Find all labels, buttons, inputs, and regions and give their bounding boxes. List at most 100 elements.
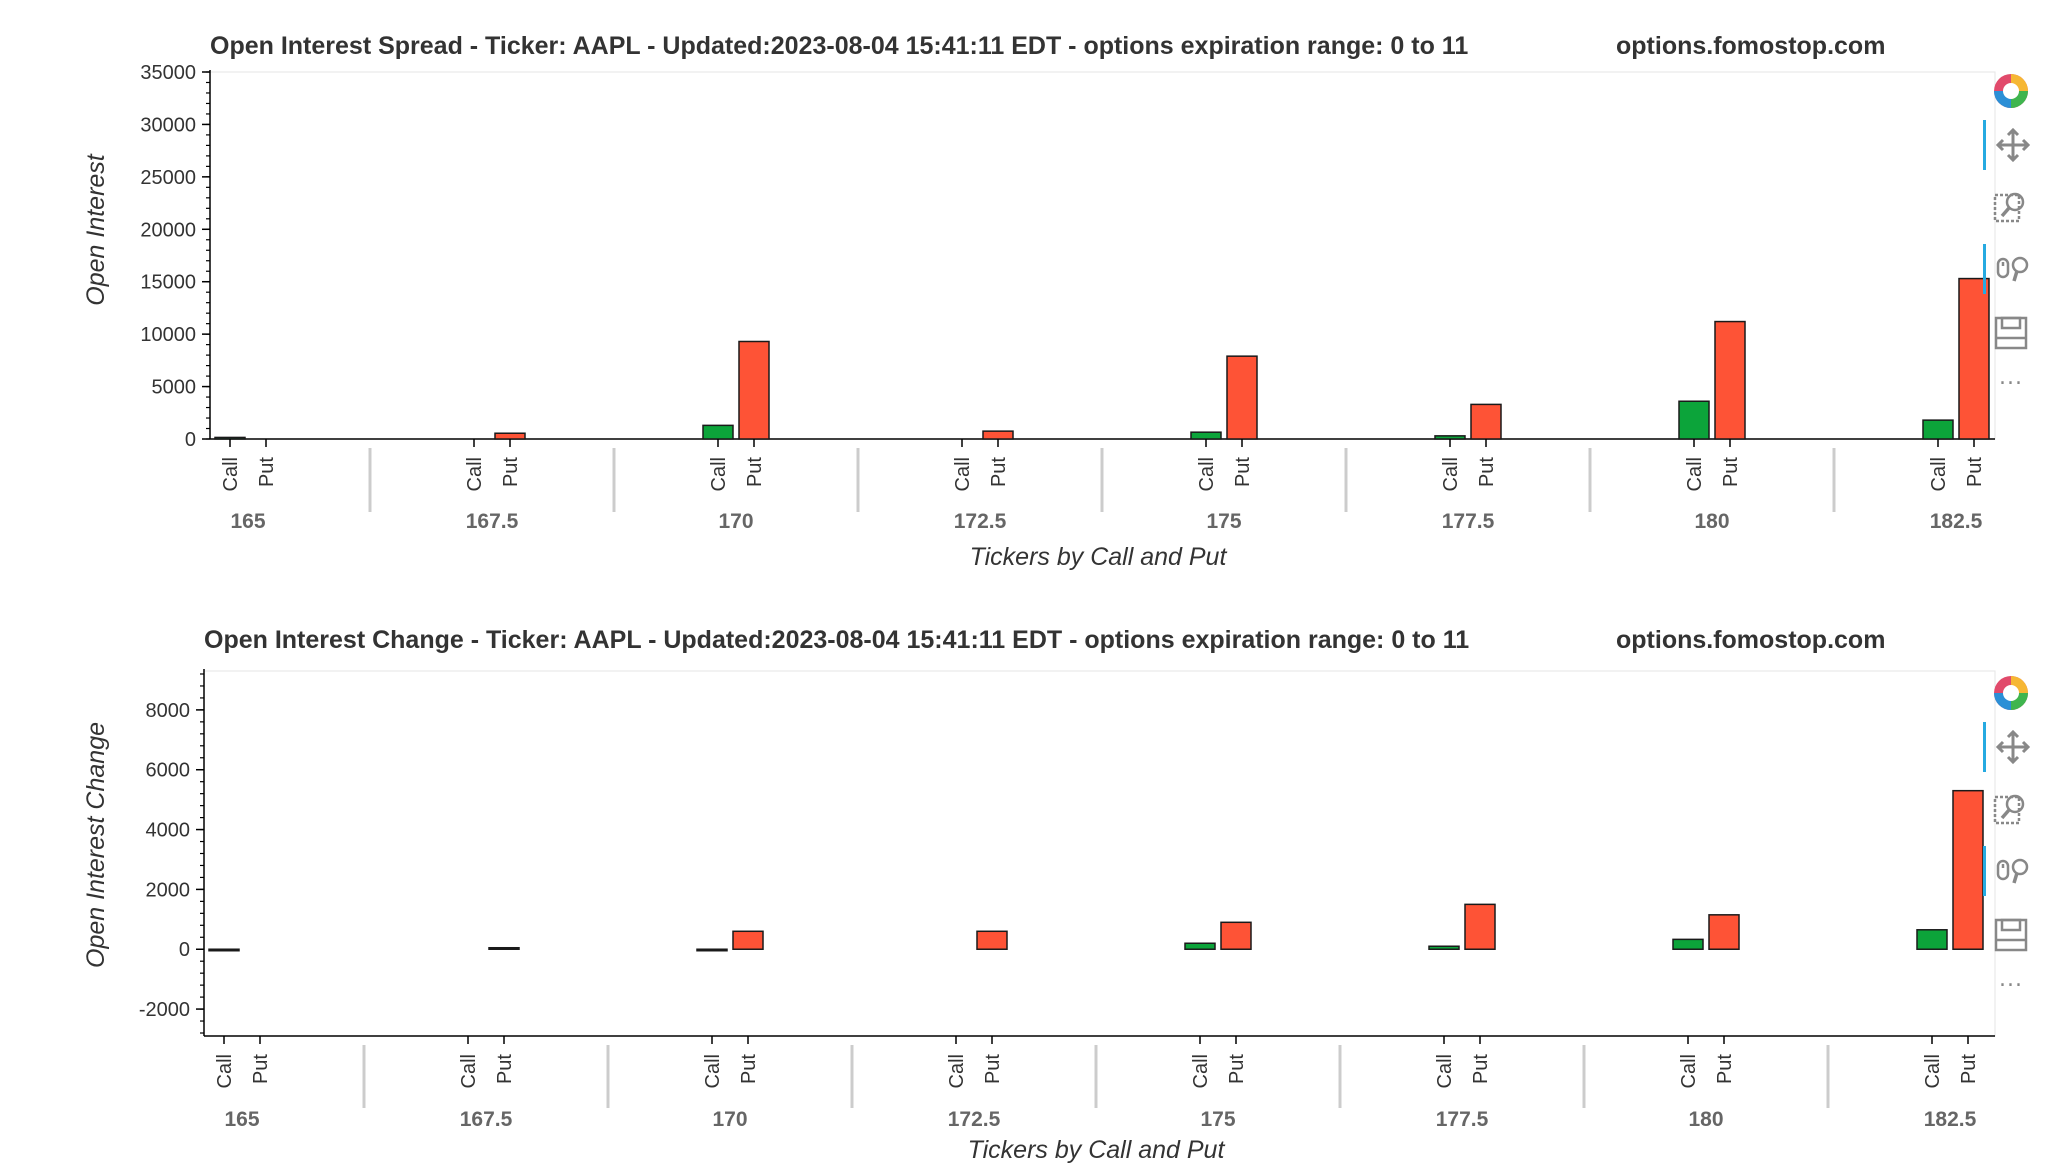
put-bar[interactable] xyxy=(732,930,764,950)
x-subcategory-label: Call xyxy=(214,1054,236,1088)
put-bar[interactable] xyxy=(1470,403,1502,440)
x-category-label: 182.5 xyxy=(1924,1108,1977,1131)
x-category-label: 167.5 xyxy=(460,1108,513,1131)
x-subcategory-label: Call xyxy=(1434,1054,1456,1088)
y-axis-label: Open Interest Change xyxy=(82,722,110,968)
x-category-label: 175 xyxy=(1206,510,1241,533)
x-category-label: 182.5 xyxy=(1930,510,1983,533)
put-bar[interactable] xyxy=(488,946,520,950)
more-tools-button[interactable]: ... xyxy=(1999,966,2023,992)
x-subcategory-label: Call xyxy=(702,1054,724,1088)
x-subcategory-label: Call xyxy=(946,1054,968,1088)
x-subcategory-label: Put xyxy=(256,457,278,487)
call-bar[interactable] xyxy=(1184,942,1216,950)
box-zoom-icon[interactable] xyxy=(1983,784,2039,834)
x-subcategory-label: Put xyxy=(1476,457,1498,487)
y-tick-label: 8000 xyxy=(146,700,191,722)
put-bar[interactable] xyxy=(1952,789,1984,950)
call-bar[interactable] xyxy=(702,424,734,440)
call-bar[interactable] xyxy=(696,948,728,952)
y-tick-label: -2000 xyxy=(139,999,190,1021)
x-category-label: 170 xyxy=(718,510,753,533)
save-icon[interactable] xyxy=(1983,910,2039,960)
call-bar[interactable] xyxy=(214,436,246,440)
x-category-label: 177.5 xyxy=(1436,1108,1489,1131)
x-subcategory-label: Put xyxy=(738,1054,760,1084)
chart-title: Open Interest Change - Ticker: AAPL - Up… xyxy=(204,626,1469,654)
x-category-label: 172.5 xyxy=(948,1108,1001,1131)
chart-title: Open Interest Spread - Ticker: AAPL - Up… xyxy=(210,32,1468,60)
bokeh-logo-icon[interactable] xyxy=(1983,668,2039,718)
wheel-zoom-icon[interactable] xyxy=(1983,846,2039,896)
call-bar[interactable] xyxy=(1428,945,1460,950)
x-subcategory-label: Call xyxy=(1928,457,1950,491)
x-category-label: 177.5 xyxy=(1442,510,1495,533)
put-bar[interactable] xyxy=(1714,320,1746,440)
call-bar[interactable] xyxy=(1916,929,1948,950)
x-subcategory-label: Call xyxy=(1190,1054,1212,1088)
x-category-label: 180 xyxy=(1688,1108,1723,1131)
y-tick-label: 6000 xyxy=(146,760,191,782)
x-category-label: 167.5 xyxy=(466,510,519,533)
x-axis-label: Tickers by Call and Put xyxy=(970,543,1228,571)
more-tools-button[interactable]: ... xyxy=(1999,364,2023,390)
x-subcategory-label: Put xyxy=(500,457,522,487)
x-subcategory-label: Put xyxy=(494,1054,516,1084)
pan-icon[interactable] xyxy=(1983,120,2039,170)
y-tick-label: 15000 xyxy=(140,272,196,294)
y-tick-label: 0 xyxy=(179,939,190,961)
x-subcategory-label: Put xyxy=(1226,1054,1248,1084)
call-bar[interactable] xyxy=(1922,419,1954,440)
put-bar[interactable] xyxy=(494,432,526,440)
wheel-zoom-icon[interactable] xyxy=(1983,244,2039,294)
x-subcategory-label: Put xyxy=(1964,457,1986,487)
open-interest-change-chart: Open Interest Change - Ticker: AAPL - Up… xyxy=(82,626,1996,1164)
y-axis-label: Open Interest xyxy=(82,153,110,306)
plot-frame xyxy=(203,670,1996,1037)
y-tick-label: 30000 xyxy=(140,114,196,136)
y-tick-label: 0 xyxy=(185,429,196,451)
y-tick-label: 20000 xyxy=(140,219,196,241)
y-tick-label: 35000 xyxy=(140,62,196,84)
x-subcategory-label: Call xyxy=(1678,1054,1700,1088)
x-subcategory-label: Call xyxy=(952,457,974,491)
x-subcategory-label: Put xyxy=(1714,1054,1736,1084)
call-bar[interactable] xyxy=(1434,435,1466,440)
x-subcategory-label: Call xyxy=(464,457,486,491)
bokeh-logo-icon[interactable] xyxy=(1983,66,2039,116)
call-bar[interactable] xyxy=(1678,400,1710,440)
y-tick-label: 25000 xyxy=(140,167,196,189)
y-tick-label: 5000 xyxy=(152,377,197,399)
x-subcategory-label: Put xyxy=(982,1054,1004,1084)
put-bar[interactable] xyxy=(1464,903,1496,950)
x-subcategory-label: Call xyxy=(1684,457,1706,491)
x-subcategory-label: Put xyxy=(1470,1054,1492,1084)
put-bar[interactable] xyxy=(1708,914,1740,950)
x-axis-label: Tickers by Call and Put xyxy=(968,1136,1226,1164)
put-bar[interactable] xyxy=(1220,921,1252,950)
put-bar[interactable] xyxy=(976,930,1008,950)
x-subcategory-label: Call xyxy=(1922,1054,1944,1088)
site-label: options.fomostop.com xyxy=(1616,626,1885,654)
x-subcategory-label: Call xyxy=(708,457,730,491)
save-icon[interactable] xyxy=(1983,308,2039,358)
x-category-label: 172.5 xyxy=(954,510,1007,533)
put-bar[interactable] xyxy=(1958,277,1990,440)
open-interest-spread-chart: Open Interest Spread - Ticker: AAPL - Up… xyxy=(82,32,1996,571)
x-subcategory-label: Put xyxy=(250,1054,272,1084)
pan-icon[interactable] xyxy=(1983,722,2039,772)
x-subcategory-label: Put xyxy=(988,457,1010,487)
x-category-label: 175 xyxy=(1200,1108,1235,1131)
call-bar[interactable] xyxy=(1190,431,1222,440)
x-subcategory-label: Put xyxy=(744,457,766,487)
x-subcategory-label: Put xyxy=(1958,1054,1980,1084)
call-bar[interactable] xyxy=(208,948,240,952)
put-bar[interactable] xyxy=(738,340,770,440)
put-bar[interactable] xyxy=(982,430,1014,440)
x-category-label: 180 xyxy=(1694,510,1729,533)
box-zoom-icon[interactable] xyxy=(1983,182,2039,232)
y-tick-label: 10000 xyxy=(140,324,196,346)
call-bar[interactable] xyxy=(1672,938,1704,950)
put-bar[interactable] xyxy=(1226,355,1258,440)
